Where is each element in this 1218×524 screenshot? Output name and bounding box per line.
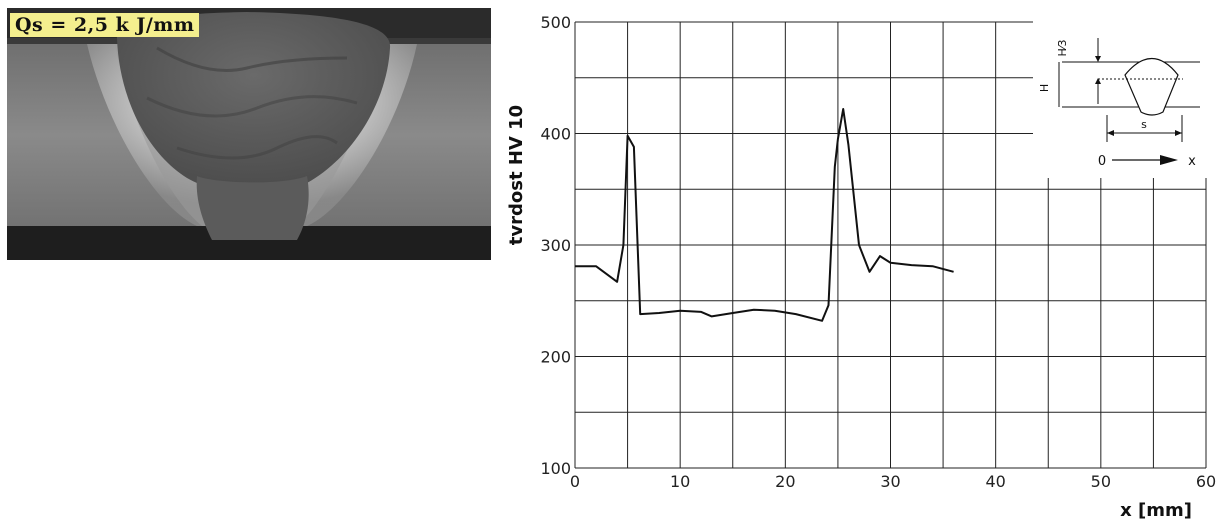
x-tick-label: 50	[1091, 472, 1111, 491]
weld-geometry-inset: H⁄3 H s 0 x	[1033, 18, 1216, 178]
inset-s-label: s	[1141, 118, 1147, 131]
y-tick-label: 300	[540, 236, 571, 255]
heat-input-label: Qs = 2,5 k J/mm	[10, 13, 200, 37]
x-tick-label: 40	[985, 472, 1005, 491]
y-axis-label: tvrdost HV 10	[506, 105, 527, 245]
y-tick-label: 400	[540, 125, 571, 144]
inset-origin-label: 0	[1098, 154, 1106, 169]
hardness-series-line	[575, 108, 954, 322]
inset-h3-label: H⁄3	[1056, 39, 1069, 56]
x-axis-label: x [mm]	[1120, 500, 1192, 521]
x-tick-label: 10	[670, 472, 690, 491]
x-tick-labels: 0 10 20 30 40 50 60	[570, 472, 1216, 491]
y-tick-label: 500	[540, 13, 571, 32]
x-tick-label: 0	[570, 472, 580, 491]
y-tick-label: 100	[540, 459, 571, 478]
chart-grid	[574, 21, 1207, 469]
y-tick-label: 200	[540, 348, 571, 367]
weld-macro-photo	[7, 8, 491, 260]
inset-h-label: H	[1038, 84, 1051, 92]
y-tick-labels: 100 200 300 400 500	[540, 13, 571, 478]
inset-x-label: x	[1188, 154, 1196, 169]
x-tick-label: 20	[775, 472, 795, 491]
x-tick-label: 30	[880, 472, 900, 491]
x-tick-label: 60	[1196, 472, 1216, 491]
